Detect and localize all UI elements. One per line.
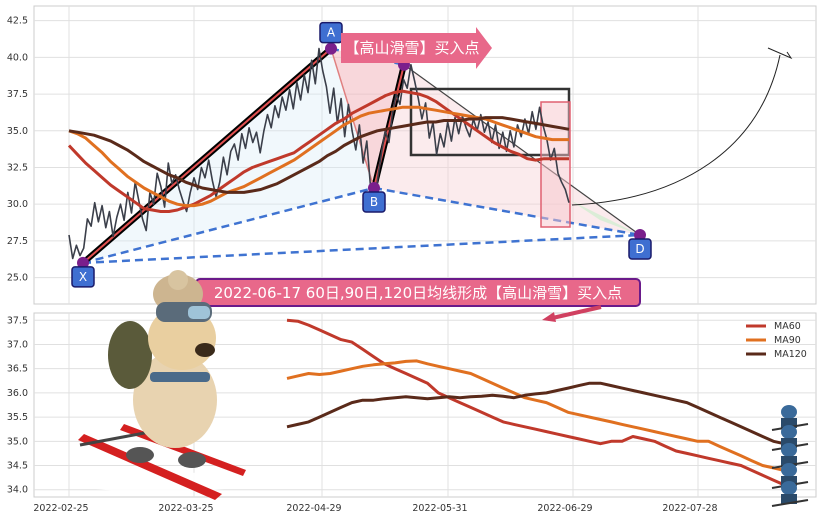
buy-point-arrow-shape: [341, 27, 492, 69]
pattern-point-a-box: [319, 21, 343, 44]
pointer-arc-head: [767, 47, 793, 60]
cd-leg: [403, 64, 641, 236]
pointer-arc: [571, 54, 781, 206]
price-panel: 25.027.530.032.535.037.540.042.5XABCD【高山…: [7, 5, 817, 305]
pattern-point-b-box: [362, 191, 386, 213]
breakout-box: [540, 101, 571, 228]
ab-leg: [330, 48, 375, 189]
ma-series-ma90: [286, 359, 796, 475]
price-ytick-label: 40.0: [7, 52, 28, 63]
mini-skier-4-head: [781, 481, 797, 495]
skier-dog-illustration: [70, 270, 809, 507]
price-ytick-label: 25.0: [7, 273, 28, 284]
price-series-MA120: [68, 116, 570, 194]
boot-right: [178, 452, 206, 468]
buy-point-banner-text: 2022-06-17 60日,90日,120日均线形成【高山滑雪】买入点: [214, 284, 622, 302]
beanie-pompom: [168, 270, 188, 290]
pattern-point-d-label: D: [635, 242, 644, 256]
mini-skier-4-ski: [771, 499, 809, 507]
price-ytick-label: 27.5: [7, 236, 28, 247]
mini-skier-1-head: [781, 425, 797, 439]
mini-skier-2-body: [781, 456, 797, 466]
mini-skier-0-head: [781, 405, 797, 419]
legend-label-ma90: MA90: [774, 335, 801, 346]
ma-ytick-label: 35.0: [7, 436, 28, 447]
price-ytick-label: 35.0: [7, 126, 28, 137]
xd-dashed-line: [82, 233, 641, 265]
dog-scarf: [150, 372, 210, 382]
pattern-point-a-marker: [325, 42, 337, 55]
d-zone: [570, 200, 640, 236]
ma-series-ma60: [286, 318, 796, 492]
ma-ytick-label: 37.0: [7, 339, 28, 350]
ma-xtick-label: 2022-04-29: [286, 503, 341, 514]
pattern-point-x-label: X: [79, 270, 87, 284]
pattern-point-b-marker: [368, 182, 380, 195]
pattern-point-d-marker: [634, 229, 646, 242]
mini-skier-2-head: [781, 443, 797, 457]
mini-skier-4-body: [781, 494, 797, 504]
price-ytick-label: 37.5: [7, 89, 28, 100]
legend-label-ma120: MA120: [774, 349, 807, 360]
mini-skier-3-head: [781, 463, 797, 477]
ma-ytick-label: 36.0: [7, 388, 28, 399]
boot-left: [126, 447, 154, 463]
ma-xtick-label: 2022-03-25: [158, 503, 213, 514]
ma-ytick-label: 37.5: [7, 315, 28, 326]
ma-ytick-label: 34.0: [7, 485, 28, 496]
goggle-lens: [188, 306, 210, 319]
pattern-point-x-marker: [77, 256, 89, 269]
price-ytick-label: 30.0: [7, 199, 28, 210]
pattern-point-b-label: B: [370, 195, 378, 209]
banner-pointer-arrow: [547, 305, 602, 321]
abc-triangle: [331, 48, 404, 189]
price-ytick-label: 42.5: [7, 16, 28, 27]
leg-core-0: [82, 47, 332, 264]
ma-xtick-label: 2022-07-28: [662, 503, 717, 514]
buy-point-arrow-text: 【高山滑雪】买入点: [344, 39, 479, 57]
banner-pointer-arrow-head: [542, 312, 556, 322]
price-ytick-label: 32.5: [7, 162, 28, 173]
mini-skier-0-body: [781, 418, 797, 428]
bd-dashed-line: [373, 186, 641, 237]
price-series-price: [68, 47, 570, 260]
ma-ytick-label: 36.5: [7, 364, 28, 375]
ma-series-ma120: [286, 381, 796, 448]
pattern-point-x-box: [71, 266, 95, 288]
xb-dashed-line: [82, 186, 375, 265]
price-series-MA60: [67, 89, 569, 213]
ma-xtick-label: 2022-06-29: [537, 503, 592, 514]
pattern-point-a-label: A: [327, 26, 336, 40]
ma-xtick-label: 2022-02-25: [33, 503, 88, 514]
ma-ytick-label: 35.5: [7, 412, 28, 423]
pattern-point-d-box: [628, 238, 652, 260]
legend-label-ma60: MA60: [774, 321, 801, 332]
ski-left: [78, 434, 222, 500]
ma-xtick-label: 2022-05-31: [412, 503, 467, 514]
ma-ytick-label: 34.5: [7, 461, 28, 472]
ski-pole: [79, 430, 151, 447]
dog-nose: [195, 343, 215, 357]
dog-backpack: [108, 321, 152, 389]
